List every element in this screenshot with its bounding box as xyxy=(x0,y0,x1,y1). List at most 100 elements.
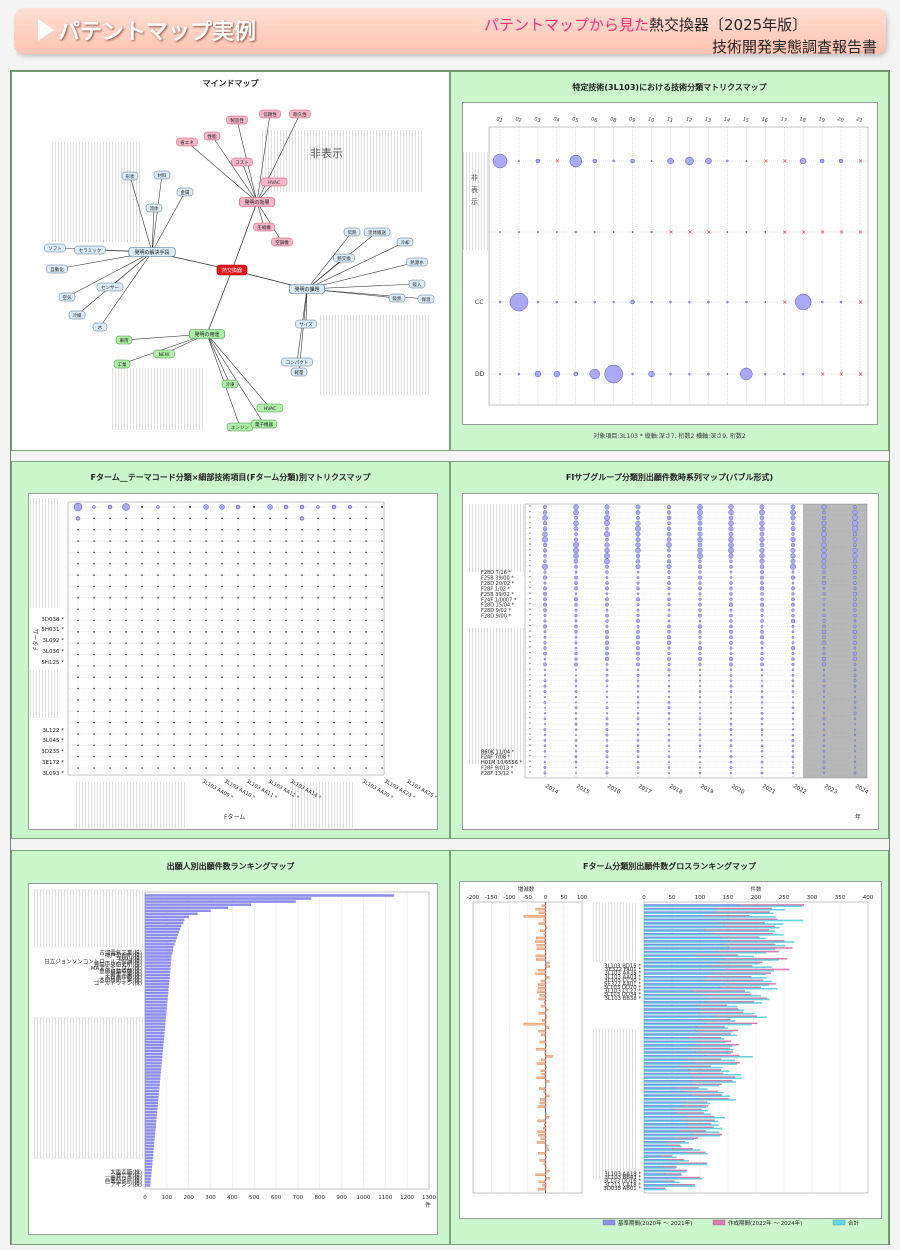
bubble-point xyxy=(698,559,702,563)
bubble-point xyxy=(728,602,734,607)
gross-base-bar xyxy=(643,911,716,913)
gross-base-bar xyxy=(643,975,706,978)
bubble-point xyxy=(605,570,609,574)
ranking-label-bottom: 三菱パワー(株) xyxy=(105,1174,142,1182)
gross-legend-label: 合計 xyxy=(848,1219,860,1227)
bubble-point xyxy=(822,576,826,580)
matrix2-bubble xyxy=(205,562,207,565)
gross-total-bar xyxy=(643,1120,719,1123)
gross-recent-bar xyxy=(738,904,805,906)
gross-diff-bar xyxy=(543,933,546,936)
bubble-row-mark: * xyxy=(529,526,531,531)
bubble-point xyxy=(791,521,795,526)
gross-recent-bar xyxy=(682,1090,718,1093)
bubble-point xyxy=(667,657,671,661)
gross-left-tick: -50 xyxy=(523,895,532,901)
gross-diff-bar xyxy=(545,1155,547,1159)
gross-total-bar xyxy=(643,1178,702,1180)
matrix2-bubble xyxy=(173,767,175,769)
mindmap-branch-node xyxy=(188,329,226,339)
mindmap-branch-label: 発明の用途 xyxy=(194,331,219,338)
gross-recent-bar xyxy=(699,1011,744,1014)
mindmap-child-link xyxy=(306,283,418,290)
bubble-point xyxy=(790,515,796,521)
gross-base-bar xyxy=(643,922,719,924)
gross-total-bar xyxy=(643,1149,701,1151)
matrix2-bubble xyxy=(205,665,207,667)
matrix2-bubble xyxy=(381,755,383,758)
bubble-point xyxy=(852,629,858,634)
gross-total-bar xyxy=(643,909,786,911)
gross-label: 3L103 CC27 * xyxy=(604,989,641,995)
gross-diff-bar xyxy=(535,1173,546,1176)
bubble-point xyxy=(543,641,547,645)
matrix2-bubble xyxy=(237,528,239,531)
bubble-point xyxy=(822,587,826,590)
gross-recent-bar xyxy=(696,1026,725,1028)
mindmap-child-node xyxy=(44,243,66,253)
gross-diff-bar xyxy=(545,1144,549,1148)
bubble-point xyxy=(636,581,640,585)
bubble-point xyxy=(697,520,703,526)
gross-total-bar xyxy=(643,1181,680,1184)
mindmap-child-node xyxy=(221,379,239,389)
gross-base-bar xyxy=(643,1184,673,1186)
bubble-point xyxy=(635,564,641,570)
gross-recent-bar xyxy=(697,1004,728,1007)
matrix2-bubble xyxy=(109,699,111,701)
bubble-point xyxy=(542,563,548,570)
matrix1-bubble xyxy=(536,300,540,304)
gross-base-bar xyxy=(643,1144,668,1146)
bubble-point xyxy=(697,509,703,516)
gross-recent-bar xyxy=(695,1051,733,1053)
matrix2-bubble xyxy=(125,528,127,531)
bubble-point xyxy=(728,515,734,521)
matrix1-bubble xyxy=(799,157,807,165)
bubble-point xyxy=(574,728,578,731)
matrix2-bubble xyxy=(269,721,271,724)
bubble-point xyxy=(636,673,640,677)
mindmap-child-link xyxy=(151,174,163,253)
gross-diff-bar xyxy=(538,1152,546,1155)
gross-base-bar xyxy=(643,1008,699,1010)
bubble-point xyxy=(666,640,672,645)
bubble-row-mark: * xyxy=(529,716,531,721)
matrix2-bubble xyxy=(317,710,319,713)
bubble-point xyxy=(698,755,702,758)
gross-left-tick: -150 xyxy=(485,895,498,901)
bubble-point xyxy=(605,717,609,721)
gross-recent-bar xyxy=(691,1083,722,1086)
mindmap-child-node xyxy=(417,294,435,304)
bubble-point xyxy=(822,717,826,721)
bubble-point xyxy=(574,532,578,536)
matrix2-bubble xyxy=(141,755,143,758)
matrix2-bubble xyxy=(317,540,319,542)
mindmap-child-node xyxy=(92,322,108,332)
matrix1-bubble xyxy=(630,299,635,305)
matrix1-bubble xyxy=(688,300,691,304)
bubble-point xyxy=(605,739,609,742)
matrix1-col-label: 15 xyxy=(742,116,750,124)
mindmap-child-node xyxy=(176,187,194,197)
ranking-bar xyxy=(144,930,179,934)
matrix2-bubble xyxy=(333,699,335,701)
bubble-point xyxy=(574,624,578,629)
matrix1-bubble xyxy=(592,158,597,164)
bubble-row-mark: * xyxy=(529,667,531,672)
matrix2-bubble xyxy=(333,665,335,667)
play-arrow-icon xyxy=(38,19,54,41)
gross-recent-bar xyxy=(705,975,752,978)
matrix2-bubble xyxy=(285,687,287,690)
gross-label: 3L103 BB38 * xyxy=(605,996,642,1002)
matrix2-bubble xyxy=(221,744,223,747)
gross-base-bar xyxy=(643,1029,696,1032)
bubble-point xyxy=(698,701,702,704)
bubble-point xyxy=(698,602,702,607)
matrix1-plot xyxy=(462,102,878,425)
bubble-point xyxy=(821,547,827,553)
matrix2-bubble xyxy=(125,653,127,656)
matrix2-bubble xyxy=(301,631,303,633)
matrix2-row-label: 3L093 * xyxy=(42,771,64,777)
bubble-point xyxy=(730,750,732,753)
gross-total-bar xyxy=(643,912,774,915)
